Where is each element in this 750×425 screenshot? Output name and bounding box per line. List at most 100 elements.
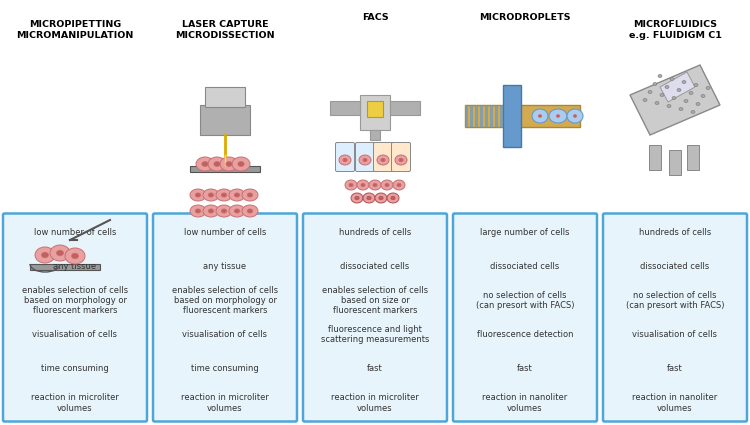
Ellipse shape — [50, 245, 70, 261]
FancyBboxPatch shape — [335, 142, 355, 172]
Ellipse shape — [234, 193, 240, 197]
Text: reaction in microliter
volumes: reaction in microliter volumes — [331, 393, 419, 413]
Ellipse shape — [532, 109, 548, 123]
Ellipse shape — [35, 247, 55, 263]
Ellipse shape — [665, 85, 669, 88]
Bar — [687, 145, 699, 170]
Ellipse shape — [553, 112, 563, 120]
Text: MICROPIPETTING
MICROMANIPULATION: MICROPIPETTING MICROMANIPULATION — [16, 20, 134, 40]
Text: enables selection of cells
based on morphology or
fluorescent markers: enables selection of cells based on morp… — [172, 286, 278, 315]
Ellipse shape — [556, 115, 560, 117]
Ellipse shape — [195, 193, 201, 197]
Ellipse shape — [538, 115, 542, 117]
Ellipse shape — [234, 209, 240, 213]
Bar — [360, 95, 390, 130]
Text: fluorescence and light
scattering measurements: fluorescence and light scattering measur… — [321, 325, 429, 344]
Ellipse shape — [248, 209, 253, 213]
Ellipse shape — [351, 193, 363, 203]
Text: any tissue: any tissue — [53, 262, 97, 271]
Ellipse shape — [56, 250, 64, 256]
Ellipse shape — [701, 94, 705, 97]
Ellipse shape — [209, 209, 214, 213]
Ellipse shape — [248, 193, 253, 197]
Ellipse shape — [399, 158, 403, 162]
Text: time consuming: time consuming — [191, 364, 259, 373]
Text: no selection of cells
(can presort with FACS): no selection of cells (can presort with … — [626, 291, 724, 310]
Ellipse shape — [208, 157, 226, 171]
Text: enables selection of cells
based on morphology or
fluorescent markers: enables selection of cells based on morp… — [22, 286, 128, 315]
Ellipse shape — [242, 205, 258, 217]
Text: time consuming: time consuming — [41, 364, 109, 373]
Text: dissociated cells: dissociated cells — [640, 262, 710, 271]
Text: fast: fast — [518, 364, 532, 373]
Ellipse shape — [643, 99, 647, 102]
Ellipse shape — [196, 157, 214, 171]
Ellipse shape — [190, 189, 206, 201]
Text: dissociated cells: dissociated cells — [490, 262, 560, 271]
Text: reaction in nanoliter
volumes: reaction in nanoliter volumes — [482, 393, 568, 413]
Bar — [649, 145, 661, 170]
Ellipse shape — [373, 183, 377, 187]
Ellipse shape — [391, 196, 395, 200]
Ellipse shape — [349, 183, 353, 187]
Ellipse shape — [653, 82, 657, 85]
Ellipse shape — [41, 252, 49, 258]
FancyBboxPatch shape — [453, 213, 597, 422]
Ellipse shape — [355, 196, 359, 200]
Ellipse shape — [242, 189, 258, 201]
Ellipse shape — [203, 189, 219, 201]
Ellipse shape — [667, 105, 671, 108]
Ellipse shape — [381, 158, 385, 162]
Bar — [480, 105, 483, 127]
Ellipse shape — [672, 96, 676, 99]
Text: visualisation of cells: visualisation of cells — [632, 330, 718, 339]
Bar — [490, 105, 493, 127]
Ellipse shape — [377, 155, 389, 165]
FancyBboxPatch shape — [374, 142, 392, 172]
Ellipse shape — [65, 248, 85, 264]
Text: hundreds of cells: hundreds of cells — [339, 227, 411, 237]
Bar — [485, 105, 488, 127]
FancyBboxPatch shape — [3, 213, 147, 422]
Ellipse shape — [381, 180, 393, 190]
Ellipse shape — [190, 205, 206, 217]
Ellipse shape — [679, 108, 683, 111]
Bar — [367, 101, 383, 117]
Text: fast: fast — [668, 364, 682, 373]
Text: any tissue: any tissue — [203, 262, 247, 271]
Text: MICRODROPLETS: MICRODROPLETS — [479, 13, 571, 22]
FancyBboxPatch shape — [303, 213, 447, 422]
Ellipse shape — [221, 209, 226, 213]
Bar — [495, 105, 498, 127]
Ellipse shape — [229, 205, 245, 217]
Ellipse shape — [216, 189, 232, 201]
Ellipse shape — [655, 102, 659, 105]
Text: low number of cells: low number of cells — [184, 227, 266, 237]
Bar — [500, 105, 503, 127]
Ellipse shape — [691, 110, 695, 113]
Ellipse shape — [367, 196, 371, 200]
Ellipse shape — [573, 115, 577, 117]
Text: reaction in microliter
volumes: reaction in microliter volumes — [181, 393, 269, 413]
Bar — [470, 105, 473, 127]
Ellipse shape — [343, 158, 347, 162]
Ellipse shape — [670, 77, 674, 80]
Ellipse shape — [658, 74, 662, 77]
Text: FACS: FACS — [362, 13, 388, 22]
Ellipse shape — [232, 157, 250, 171]
Bar — [370, 130, 380, 140]
Ellipse shape — [696, 102, 700, 105]
Ellipse shape — [220, 157, 238, 171]
FancyBboxPatch shape — [392, 142, 410, 172]
Text: enables selection of cells
based on size or
fluorescent markers: enables selection of cells based on size… — [322, 286, 428, 315]
Text: no selection of cells
(can presort with FACS): no selection of cells (can presort with … — [476, 291, 574, 310]
Bar — [190, 166, 260, 172]
Ellipse shape — [363, 158, 367, 162]
Ellipse shape — [570, 112, 580, 120]
Ellipse shape — [226, 162, 232, 167]
Ellipse shape — [689, 91, 693, 94]
Bar — [30, 264, 100, 270]
Ellipse shape — [216, 205, 232, 217]
Polygon shape — [630, 65, 720, 135]
Bar — [475, 105, 478, 127]
